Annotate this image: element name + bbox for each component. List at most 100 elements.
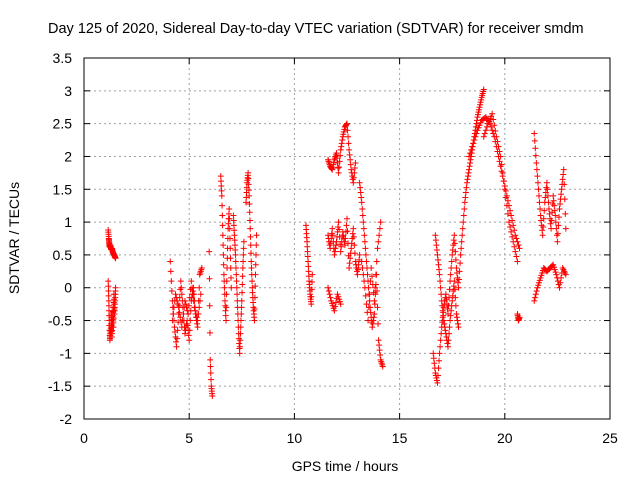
data-point [186,337,193,344]
data-point [351,164,358,171]
data-point [185,332,192,339]
data-point [239,265,246,272]
data-point [483,123,490,130]
data-point [184,322,191,329]
data-point [441,320,448,327]
data-point [253,242,260,249]
y-tick-label: 0 [64,280,72,296]
data-point [494,138,501,145]
data-point [252,261,259,268]
data-point [480,133,487,140]
data-point [514,258,521,265]
data-point [342,228,349,235]
data-point [365,304,372,311]
data-point [336,226,343,233]
chart-title: Day 125 of 2020, Sidereal Day-to-day VTE… [48,21,584,37]
data-point [173,294,180,301]
data-point [239,281,246,288]
data-point [177,314,184,321]
data-point [350,225,357,232]
data-point [338,140,345,147]
data-point [562,225,569,232]
data-point [466,166,473,173]
data-point [516,245,523,252]
data-point [504,210,511,217]
data-point [532,145,539,152]
data-point [539,227,546,234]
data-point [447,312,454,319]
data-point [555,214,562,221]
y-tick-label: 2 [64,148,72,164]
data-point [352,160,359,167]
data-point [253,232,260,239]
data-point [175,304,182,311]
data-point [190,297,197,304]
data-point [444,343,451,350]
data-point [531,137,538,144]
data-point [181,330,188,337]
data-point [367,278,374,285]
x-tick-label: 10 [287,430,303,446]
data-point [110,315,117,322]
data-point [240,238,247,245]
data-point [536,199,543,206]
data-point [470,140,477,147]
data-point [326,291,333,298]
data-point [246,217,253,224]
data-point [455,284,462,291]
data-point [352,258,359,265]
data-point [207,370,214,377]
data-point [461,205,468,212]
data-point [342,235,349,242]
data-point [194,324,201,331]
data-point [437,343,444,350]
data-point [110,324,117,331]
data-point [376,347,383,354]
data-point [369,281,376,288]
data-point [561,181,568,188]
data-point [248,265,255,272]
data-point [253,251,260,258]
data-point [468,146,475,153]
data-point [232,258,239,265]
data-point [374,245,381,252]
data-point [228,284,235,291]
data-point [446,324,453,331]
data-point [239,273,246,280]
data-point [308,293,315,300]
data-point [346,265,353,272]
data-point [457,251,464,258]
y-tick-label: -1 [60,345,73,361]
data-point [547,220,554,227]
data-point [548,217,555,224]
data-point [219,232,226,239]
x-tick-label: 5 [185,430,193,446]
data-point [496,158,503,165]
data-point [345,133,352,140]
data-point [463,179,470,186]
data-point [442,327,449,334]
data-point [462,194,469,201]
data-point [375,320,382,327]
data-point [238,310,245,317]
data-point [332,245,339,252]
data-point [446,286,453,293]
data-point [492,128,499,135]
data-point [361,278,368,285]
data-point [176,309,183,316]
data-point [247,242,254,249]
data-point [309,271,316,278]
data-point [198,265,205,272]
data-point [533,166,540,173]
data-point [460,219,467,226]
data-point [308,301,315,308]
data-point [489,127,496,134]
data-point [345,140,352,147]
data-point [223,291,230,298]
data-point [472,123,479,130]
data-point [178,291,185,298]
data-point [248,258,255,265]
data-point [219,212,226,219]
data-point [351,169,358,176]
data-point [512,248,519,255]
